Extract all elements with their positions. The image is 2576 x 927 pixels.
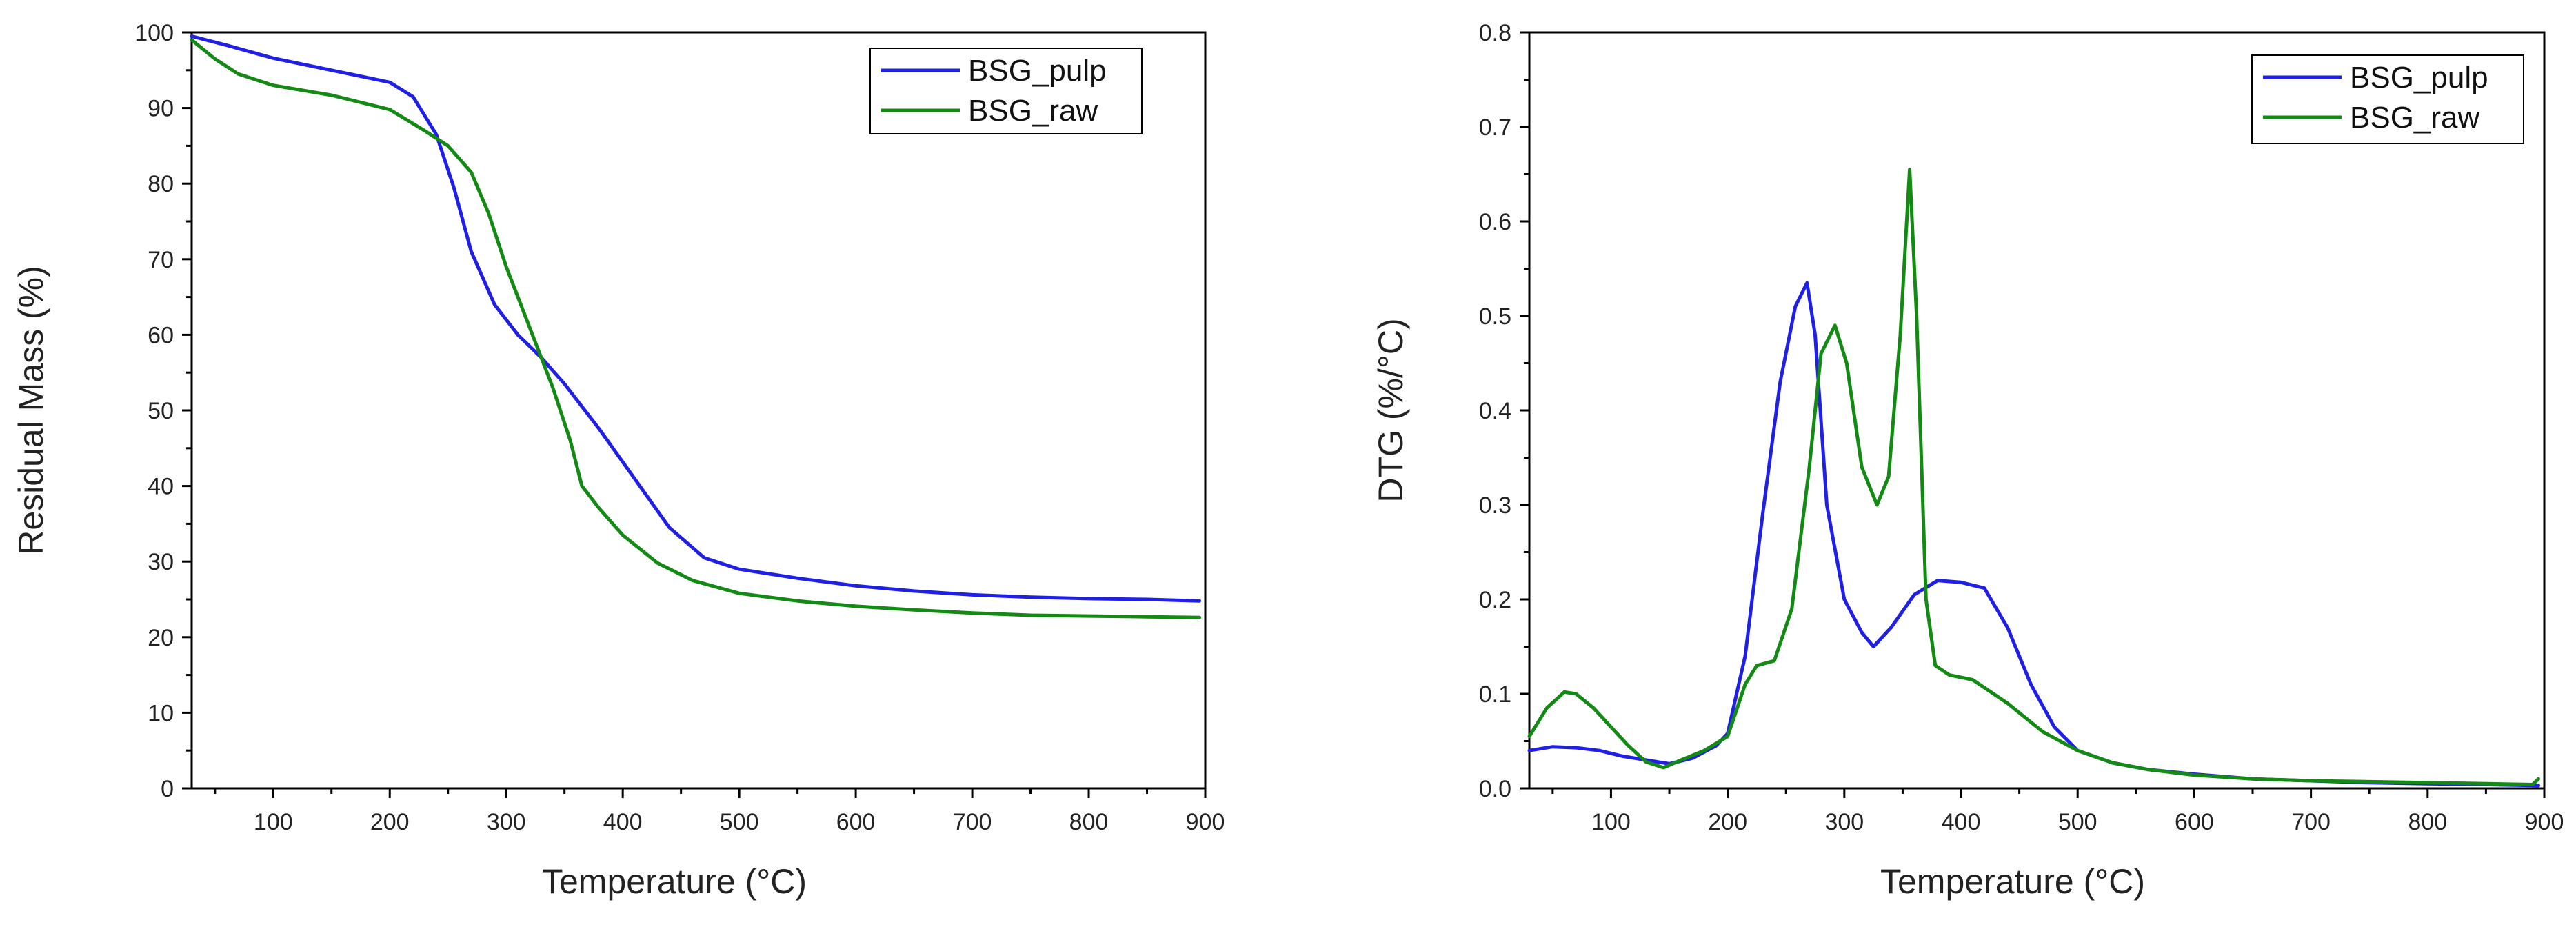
x-tick-label: 900 xyxy=(1186,809,1225,835)
y-axis-title: Residual Mass (%) xyxy=(12,266,50,555)
x-tick-label: 700 xyxy=(2291,809,2331,835)
y-tick-label: 0.3 xyxy=(1479,492,1511,519)
x-tick-label: 100 xyxy=(1591,809,1631,835)
x-tick-label: 900 xyxy=(2525,809,2564,835)
y-tick-label: 0.0 xyxy=(1479,776,1511,802)
x-axis-title: Temperature (°C) xyxy=(1880,862,2145,901)
x-tick-label: 500 xyxy=(2058,809,2097,835)
plot-frame xyxy=(190,31,1207,790)
y-tick-label: 0 xyxy=(161,776,174,802)
x-tick-label: 100 xyxy=(254,809,293,835)
x-tick-label: 600 xyxy=(2175,809,2214,835)
series-line-BSG_pulp xyxy=(1527,281,2540,788)
y-axis-title: DTG (%/°C) xyxy=(1371,318,1410,502)
y-tick-label: 0.2 xyxy=(1479,587,1511,613)
x-tick-label: 300 xyxy=(1824,809,1864,835)
y-tick-label: 0.8 xyxy=(1479,20,1511,46)
y-tick-label: 10 xyxy=(148,700,174,726)
y-tick-label: 0.5 xyxy=(1479,303,1511,330)
y-tick-label: 90 xyxy=(148,96,174,122)
series-line-BSG_raw xyxy=(190,38,1202,619)
legend-box xyxy=(869,48,1143,134)
x-tick-label: 400 xyxy=(603,809,643,835)
legend-box xyxy=(2251,54,2524,144)
y-tick-label: 0.1 xyxy=(1479,681,1511,708)
x-tick-label: 300 xyxy=(487,809,526,835)
y-tick-label: 20 xyxy=(148,625,174,651)
series-line-BSG_pulp xyxy=(190,34,1202,603)
y-tick-label: 70 xyxy=(148,247,174,273)
x-tick-label: 200 xyxy=(370,809,410,835)
x-tick-label: 200 xyxy=(1708,809,1747,835)
y-tick-label: 50 xyxy=(148,398,174,424)
y-tick-label: 100 xyxy=(134,20,174,46)
y-tick-label: 0.6 xyxy=(1479,209,1511,235)
x-tick-label: 800 xyxy=(2408,809,2447,835)
x-tick-label: 400 xyxy=(1942,809,1981,835)
series-line-BSG_raw xyxy=(1527,168,2540,786)
x-axis-title: Temperature (°C) xyxy=(542,862,807,901)
x-tick-label: 800 xyxy=(1069,809,1109,835)
y-tick-label: 30 xyxy=(148,549,174,575)
y-tick-label: 0.7 xyxy=(1479,114,1511,141)
legend-label-BSG_raw: BSG_raw xyxy=(968,94,1098,128)
legend-label-BSG_pulp: BSG_pulp xyxy=(968,54,1107,88)
y-tick-label: 40 xyxy=(148,474,174,500)
dtg-panel: 0.0 0.1 0.2 0.3 0.4 0.5 0.6 0.7 0.8 100 200 300 400 5… xyxy=(1371,20,2564,901)
x-tick-label: 700 xyxy=(953,809,992,835)
legend-label-BSG_pulp: BSG_pulp xyxy=(2350,61,2488,94)
x-tick-label: 600 xyxy=(836,809,876,835)
x-tick-label: 500 xyxy=(720,809,759,835)
plot-frame xyxy=(1528,31,2546,790)
y-tick-label: 80 xyxy=(148,171,174,197)
y-tick-label: 60 xyxy=(148,322,174,348)
y-tick-label: 0.4 xyxy=(1479,398,1511,424)
legend-label-BSG_raw: BSG_raw xyxy=(2350,101,2480,134)
tga-panel: 0 10 20 30 40 50 60 70 80 90 100 100 200 300 400 500 600… xyxy=(12,20,1225,901)
